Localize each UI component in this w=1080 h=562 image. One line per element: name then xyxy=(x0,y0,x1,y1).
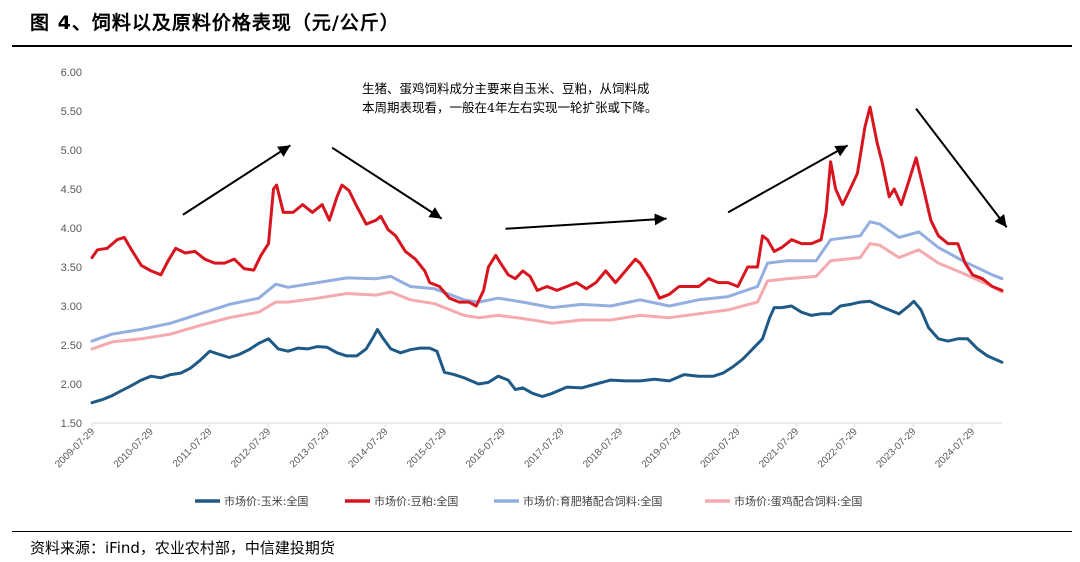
series-line xyxy=(90,242,1004,351)
x-tick-label: 2023-07-29 xyxy=(874,426,918,470)
annotation-line: 本周期表现看，一般在4年左右实现一轮扩张或下降。 xyxy=(362,100,657,115)
x-tick-label: 2022-07-29 xyxy=(816,426,860,470)
series-line xyxy=(90,220,1004,343)
x-tick-label: 2021-07-29 xyxy=(757,426,801,470)
top-rule xyxy=(12,45,1072,47)
trend-arrows xyxy=(182,108,1008,230)
x-tick-label: 2013-07-29 xyxy=(288,426,332,470)
legend-label: 市场价:玉米:全国 xyxy=(224,494,308,508)
y-tick-label: 1.50 xyxy=(61,418,82,430)
legend-label: 市场价:豆粕:全国 xyxy=(374,494,458,508)
line-chart: 1.50 2.00 2.50 3.00 3.50 4.00 4.50 5.00 5.50 6.00… xyxy=(53,67,1008,508)
bottom-rule xyxy=(12,531,1072,532)
x-tick-label: 2019-07-29 xyxy=(640,426,684,470)
series-line xyxy=(90,105,1004,308)
x-tick-label: 2011-07-29 xyxy=(171,426,215,470)
legend-label: 市场价:蛋鸡配合饲料:全国 xyxy=(734,494,862,508)
x-axis: 2009-07-29 2010-07-29 2011-07-29 2012-07-29… xyxy=(53,422,1002,470)
x-tick-label: 2018-07-29 xyxy=(581,426,625,470)
y-tick-label: 3.50 xyxy=(61,262,82,274)
figure-title: 图 4、饲料以及原料价格表现（元/公斤） xyxy=(30,12,400,34)
chart-annotation: 生猪、蛋鸡饲料成分主要来自玉米、豆粕，从饲料成本周期表现看，一般在4年左右实现一… xyxy=(362,81,657,115)
x-tick-label: 2016-07-29 xyxy=(464,426,508,470)
series-line xyxy=(90,299,1004,405)
y-tick-label: 4.50 xyxy=(61,184,82,196)
x-tick-label: 2009-07-29 xyxy=(53,426,97,470)
legend-label: 市场价:育肥猪配合饲料:全国 xyxy=(523,494,662,508)
y-tick-label: 2.50 xyxy=(61,340,82,352)
y-tick-label: 4.00 xyxy=(61,223,82,235)
annotation-line: 生猪、蛋鸡饲料成分主要来自玉米、豆粕，从饲料成 xyxy=(362,81,650,96)
x-tick-label: 2014-07-29 xyxy=(346,426,390,470)
y-tick-label: 5.00 xyxy=(61,145,82,157)
x-tick-label: 2024-07-29 xyxy=(933,426,977,470)
x-tick-label: 2012-07-29 xyxy=(229,426,273,470)
trend-arrow xyxy=(331,146,443,220)
trend-arrow xyxy=(915,108,1008,228)
x-tick-label: 2017-07-29 xyxy=(523,426,567,470)
x-tick-label: 2020-07-29 xyxy=(699,426,743,470)
trend-arrow xyxy=(727,144,849,214)
trend-arrow xyxy=(182,144,291,216)
y-tick-label: 5.50 xyxy=(61,106,82,118)
y-tick-label: 2.00 xyxy=(61,379,82,391)
trend-arrow xyxy=(505,213,667,230)
x-tick-label: 2010-07-29 xyxy=(112,426,156,470)
y-tick-label: 3.00 xyxy=(61,301,82,313)
x-tick-label: 2015-07-29 xyxy=(405,426,449,470)
y-axis: 1.50 2.00 2.50 3.00 3.50 4.00 4.50 5.00 5.50 6.00 xyxy=(61,67,82,430)
chart-legend: 市场价:玉米:全国 市场价:豆粕:全国 市场价:育肥猪配合饲料:全国 市场价:蛋鸡配合… xyxy=(195,494,862,508)
source-note: 资料来源：iFind，农业农村部，中信建投期货 xyxy=(30,539,335,557)
y-tick-label: 6.00 xyxy=(61,67,82,79)
plot-area xyxy=(90,105,1004,405)
